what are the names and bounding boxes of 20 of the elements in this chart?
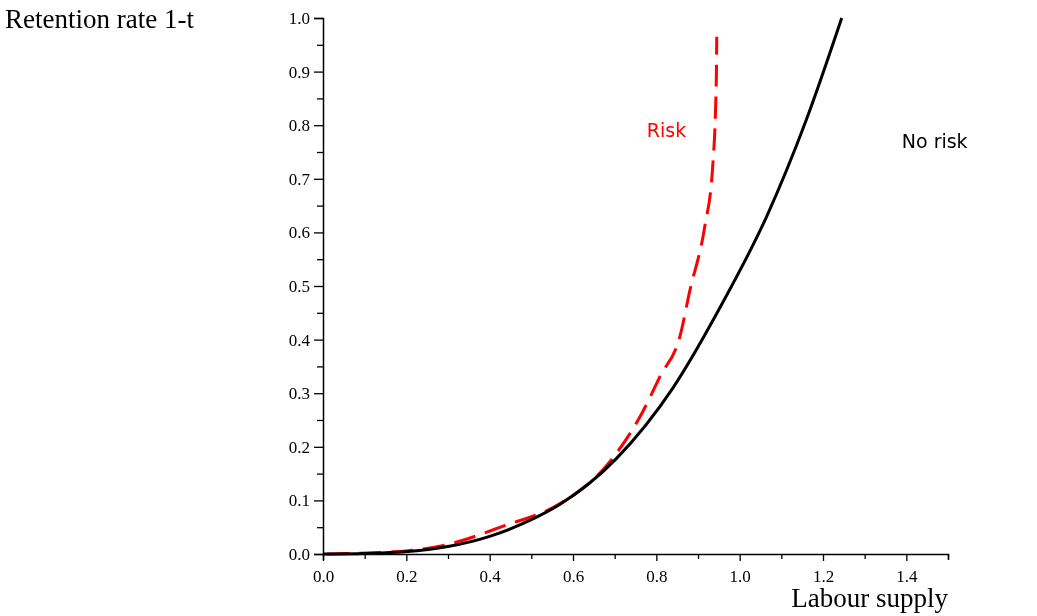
y-tick-label: 0.3 <box>288 384 310 404</box>
y-tick-label: 0.5 <box>288 276 310 296</box>
text: No risk <box>901 130 968 152</box>
series-label: Risk <box>646 118 687 141</box>
y-axis-title: Retention rate 1-t <box>5 4 195 34</box>
y-tick-label: 0.8 <box>288 116 310 136</box>
y-tick-label: 0.7 <box>288 169 311 189</box>
x-tick-label: 0.0 <box>312 567 335 587</box>
y-tick-label: 0.6 <box>288 223 310 243</box>
y-tick-label: 0.1 <box>288 491 310 511</box>
y-tick-label: 0.9 <box>288 62 310 82</box>
x-tick-label: 0.8 <box>646 567 668 587</box>
y-tick-label: 1.0 <box>288 8 310 28</box>
y-tick-label: 0.0 <box>288 544 310 564</box>
x-tick-label: 0.6 <box>562 567 585 587</box>
x-tick-label: 0.2 <box>396 567 418 587</box>
y-tick-label: 0.4 <box>288 330 311 350</box>
x-tick-label: 0.4 <box>479 567 502 587</box>
y-tick-label: 0.2 <box>288 437 310 457</box>
x-tick-label: 1.0 <box>729 567 751 587</box>
